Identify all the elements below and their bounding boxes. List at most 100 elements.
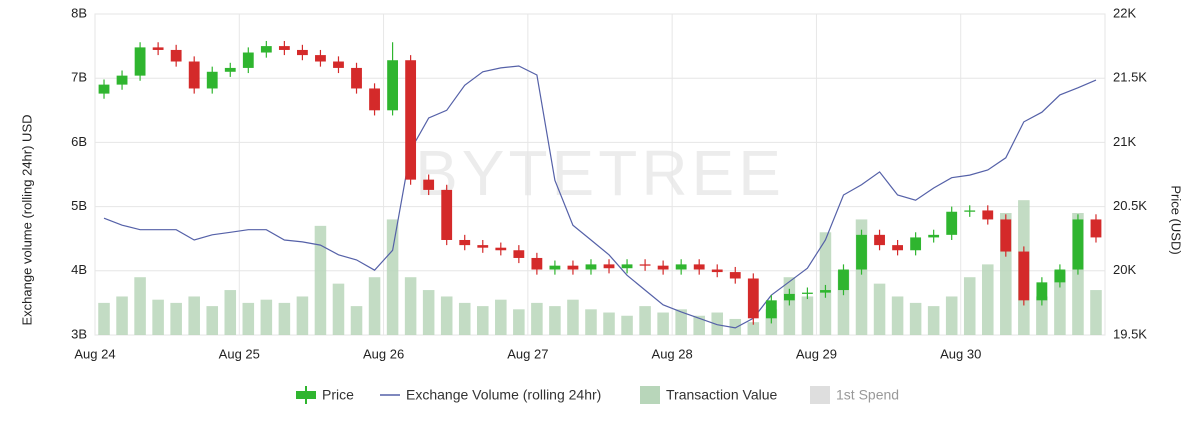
candle-body bbox=[134, 47, 146, 76]
transaction-bar bbox=[783, 277, 796, 335]
transaction-bar bbox=[981, 264, 994, 335]
transaction-bar bbox=[711, 312, 724, 335]
candle-body bbox=[1018, 251, 1030, 301]
transaction-bar bbox=[386, 219, 399, 335]
candle-body bbox=[278, 46, 290, 50]
transaction-bar bbox=[639, 306, 651, 335]
transaction-bar bbox=[1054, 270, 1066, 335]
transaction-bar bbox=[873, 283, 886, 335]
transaction-bar bbox=[134, 277, 146, 335]
candle-body bbox=[838, 269, 849, 291]
transaction-bar bbox=[621, 315, 633, 335]
candle-body bbox=[260, 46, 272, 53]
x-tick-label: Aug 25 bbox=[219, 346, 260, 361]
transaction-bar bbox=[170, 302, 182, 335]
candle-body bbox=[946, 211, 958, 235]
candle-body bbox=[910, 237, 922, 251]
transaction-bar bbox=[242, 302, 255, 335]
transaction-bar bbox=[188, 296, 200, 335]
legend-swatch bbox=[640, 386, 660, 404]
transaction-bar bbox=[603, 312, 615, 335]
candle-body bbox=[513, 250, 525, 258]
transaction-bar bbox=[747, 322, 760, 335]
candle-body bbox=[188, 61, 200, 89]
transaction-bar bbox=[152, 299, 164, 335]
watermark: BYTETREE bbox=[415, 137, 785, 209]
transaction-bar bbox=[476, 306, 489, 335]
transaction-bar bbox=[891, 296, 904, 335]
x-tick-label: Aug 30 bbox=[940, 346, 981, 361]
candle-body bbox=[783, 293, 795, 301]
candle-body bbox=[856, 234, 867, 270]
transaction-bar bbox=[98, 302, 110, 335]
candle-body bbox=[224, 67, 236, 72]
transaction-bar bbox=[458, 302, 471, 335]
y-tick-label: 6B bbox=[71, 134, 87, 149]
transaction-bar bbox=[404, 277, 417, 335]
y2-tick-label: 21.5K bbox=[1113, 70, 1147, 85]
candle-body bbox=[441, 189, 453, 240]
transaction-bar bbox=[116, 296, 128, 335]
legend-label: Transaction Value bbox=[666, 387, 777, 403]
transaction-bar bbox=[585, 309, 597, 335]
transaction-bar bbox=[513, 309, 525, 335]
candle-body bbox=[242, 52, 254, 68]
y-tick-label: 7B bbox=[71, 70, 87, 85]
candle-body bbox=[387, 60, 398, 111]
candle-body bbox=[802, 292, 813, 294]
transaction-bar bbox=[368, 277, 381, 335]
transaction-bar bbox=[1090, 290, 1102, 335]
transaction-bar bbox=[422, 290, 435, 335]
candle-body bbox=[98, 84, 110, 94]
transaction-bar bbox=[495, 299, 507, 335]
transaction-bar bbox=[945, 296, 958, 335]
candle-body bbox=[1036, 282, 1048, 301]
candle-body bbox=[892, 245, 903, 251]
candle-body bbox=[423, 179, 435, 190]
candle-body bbox=[315, 55, 326, 62]
transaction-bar bbox=[675, 309, 687, 335]
candle-body bbox=[820, 290, 831, 293]
candle-body bbox=[1072, 219, 1084, 270]
y-tick-label: 3B bbox=[71, 326, 87, 341]
legend-label: Exchange Volume (rolling 24hr) bbox=[406, 387, 601, 403]
candle-body bbox=[675, 264, 687, 270]
x-tick-label: Aug 26 bbox=[363, 346, 404, 361]
transaction-bar bbox=[260, 299, 273, 335]
candle-body bbox=[1054, 269, 1066, 283]
candle-body bbox=[531, 257, 543, 270]
transaction-bar bbox=[567, 299, 579, 335]
transaction-bar bbox=[963, 277, 976, 335]
transaction-bar bbox=[657, 312, 669, 335]
y-tick-label: 5B bbox=[71, 198, 87, 213]
transaction-bar bbox=[332, 283, 345, 335]
transaction-bar bbox=[350, 306, 363, 335]
candle-body bbox=[928, 234, 940, 238]
legend-label: 1st Spend bbox=[836, 387, 899, 403]
transaction-bar bbox=[224, 290, 237, 335]
x-tick-label: Aug 28 bbox=[652, 346, 693, 361]
y2-tick-label: 20.5K bbox=[1113, 198, 1147, 213]
candle-body bbox=[369, 88, 380, 111]
x-tick-label: Aug 27 bbox=[507, 346, 548, 361]
transaction-bar bbox=[927, 306, 940, 335]
candle-body bbox=[874, 234, 885, 246]
x-tick-label: Aug 24 bbox=[74, 346, 115, 361]
transaction-bar bbox=[909, 302, 922, 335]
transaction-bar bbox=[314, 225, 327, 335]
candle-body bbox=[116, 75, 128, 85]
candle-body bbox=[585, 264, 597, 270]
candle-body bbox=[982, 210, 994, 220]
candle-body bbox=[693, 264, 705, 270]
candle-body bbox=[964, 210, 976, 212]
legend-swatch bbox=[810, 386, 830, 404]
y-axis-title: Exchange volume (rolling 24hr) USD bbox=[19, 115, 34, 326]
transaction-bar bbox=[1036, 296, 1048, 335]
candle-body bbox=[152, 47, 164, 50]
candle-body bbox=[495, 247, 507, 251]
transaction-bar bbox=[1000, 213, 1012, 335]
transaction-bar bbox=[296, 296, 309, 335]
y-tick-label: 8B bbox=[71, 5, 87, 20]
y2-axis-title: Price (USD) bbox=[1169, 185, 1184, 254]
transaction-bar bbox=[693, 315, 705, 335]
